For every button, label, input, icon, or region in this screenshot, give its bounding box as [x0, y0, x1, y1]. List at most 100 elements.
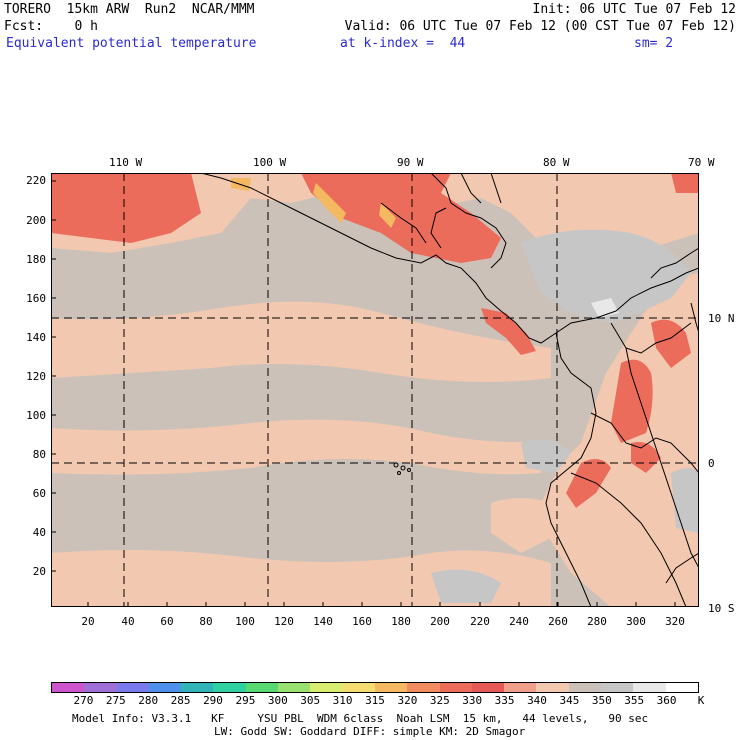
- colorbar-swatch: [536, 683, 569, 692]
- forecast-value: 0 h: [74, 19, 98, 34]
- lon-label-90w: 90 W: [397, 156, 424, 169]
- x-tick: 220: [470, 615, 490, 628]
- colorbar-unit: K: [697, 694, 705, 707]
- header-line-1: TORERO 15km ARW Run2 NCAR/MMM: [4, 3, 255, 17]
- y-tick: 20: [32, 565, 46, 578]
- colorbar-label: 335: [494, 694, 515, 707]
- colorbar-swatch: [601, 683, 634, 692]
- physics-info: LW: Godd SW: Goddard DIFF: simple KM: 2D…: [214, 725, 526, 738]
- lon-label-110w: 110 W: [109, 156, 143, 169]
- x-tick: 120: [274, 615, 294, 628]
- colorbar-label: 345: [559, 694, 580, 707]
- colorbar-swatch: [213, 683, 246, 692]
- x-tick: 80: [199, 615, 213, 628]
- lat-label-10s: 10 S: [708, 602, 735, 615]
- x-tick: 240: [509, 615, 529, 628]
- source-label: NCAR/MMM: [191, 2, 255, 17]
- colorbar-swatch: [665, 683, 698, 692]
- run-label: Run2: [144, 2, 177, 17]
- colorbar-swatch: [439, 683, 472, 692]
- model-name: TORERO: [4, 2, 51, 17]
- colorbar-swatch: [568, 683, 602, 692]
- model-resolution: 15km ARW: [66, 2, 130, 17]
- x-tick: 280: [587, 615, 607, 628]
- colorbar-label: 315: [365, 694, 385, 707]
- y-tick: 100: [26, 409, 46, 422]
- colorbar-label: 305: [300, 694, 321, 707]
- y-tick: 220: [26, 174, 46, 187]
- forecast-label: Fcst:: [4, 19, 44, 34]
- colorbar-swatch: [407, 683, 440, 692]
- colorbar-label: 330: [462, 694, 483, 707]
- init-time: Init: 06 UTC Tue 07 Feb 12: [532, 2, 737, 17]
- lat-label-0: 0: [708, 457, 715, 470]
- coastlines: [200, 173, 699, 607]
- colorbar-label: 285: [170, 694, 191, 707]
- colorbar-swatch: [245, 683, 279, 692]
- lat-lon-grid: [51, 173, 699, 607]
- map-canvas: [51, 173, 699, 607]
- y-tick: 160: [26, 292, 46, 305]
- x-tick: 200: [430, 615, 450, 628]
- level-label: at k-index = 44: [340, 36, 466, 51]
- lon-label-80w: 80 W: [543, 156, 570, 169]
- colorbar-label: 290: [203, 694, 223, 707]
- galapagos-islands: [393, 462, 411, 475]
- y-tick: 200: [26, 214, 46, 227]
- colorbar-swatch: [633, 683, 666, 692]
- valid-time: Valid: 06 UTC Tue 07 Feb 12 (00 CST Tue …: [344, 19, 736, 34]
- colorbar-swatch: [310, 683, 343, 692]
- lat-label-10n: 10 N: [708, 312, 735, 325]
- theta-e-360-area: [591, 298, 619, 318]
- colorbar-swatch: [374, 683, 408, 692]
- y-tick: 140: [26, 331, 46, 344]
- y-tick: 120: [26, 370, 46, 383]
- forecast-hour: Fcst: 0 h: [4, 20, 98, 34]
- colorbar-label: 320: [397, 694, 418, 707]
- colorbar-label: 275: [105, 694, 126, 707]
- colorbar-swatch: [116, 683, 149, 692]
- map-frame: [51, 173, 699, 607]
- x-tick: 180: [391, 615, 411, 628]
- colorbar-label: 340: [527, 694, 547, 707]
- lon-label-70w: 70 W: [688, 156, 715, 169]
- colorbar-swatch: [52, 683, 85, 692]
- colorbar-swatch: [342, 683, 375, 692]
- colorbar-swatch: [84, 683, 117, 692]
- model-info: Model Info: V3.3.1 KF YSU PBL WDM 6class…: [72, 712, 649, 725]
- y-tick: 40: [32, 526, 46, 539]
- colorbar-label: 325: [429, 694, 450, 707]
- colorbar-label: 300: [267, 694, 288, 707]
- y-tick: 60: [32, 487, 46, 500]
- colorbar-label: 270: [73, 694, 94, 707]
- smoothing-label: sm= 2: [634, 36, 674, 51]
- colorbar-label: 360: [656, 694, 677, 707]
- x-tick: 100: [235, 615, 255, 628]
- y-tick: 180: [26, 253, 46, 266]
- x-tick: 40: [121, 615, 135, 628]
- theta-e-330-335-areas: [51, 173, 699, 508]
- x-tick: 320: [665, 615, 685, 628]
- colorbar-label: 350: [591, 694, 612, 707]
- theta-e-350-355-areas: [431, 229, 699, 603]
- colorbar-swatch: [471, 683, 505, 692]
- y-tick: 80: [32, 448, 46, 461]
- colorbar: [51, 682, 699, 693]
- x-tick: 140: [313, 615, 333, 628]
- lon-label-100w: 100 W: [253, 156, 287, 169]
- field-name: Equivalent potential temperature: [6, 36, 257, 51]
- x-tick: 20: [81, 615, 95, 628]
- colorbar-label: 355: [624, 694, 645, 707]
- x-tick: 300: [626, 615, 646, 628]
- theta-e-320-325-areas: [231, 178, 396, 228]
- colorbar-swatch: [504, 683, 537, 692]
- x-tick: 260: [548, 615, 568, 628]
- colorbar-label: 295: [235, 694, 256, 707]
- theta-e-map: [51, 173, 699, 607]
- colorbar-label: 280: [138, 694, 159, 707]
- colorbar-swatch: [148, 683, 182, 692]
- colorbar-label: 310: [332, 694, 353, 707]
- colorbar-swatch: [278, 683, 311, 692]
- x-tick: 60: [160, 615, 174, 628]
- x-tick: 160: [352, 615, 372, 628]
